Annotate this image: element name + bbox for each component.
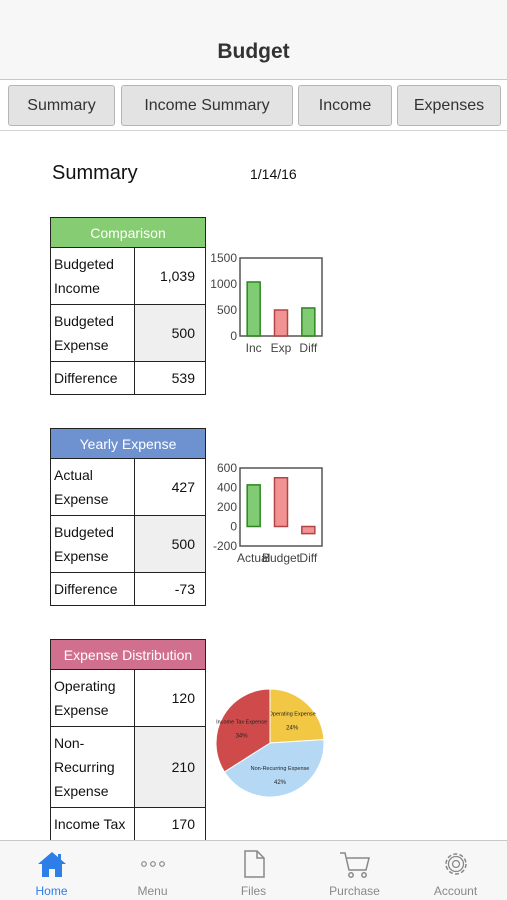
row-label: Budgeted Expense bbox=[51, 305, 135, 361]
comparison-bar-chart: 0 500 1000 1500 Inc Exp Diff bbox=[210, 251, 323, 355]
row-label: Difference bbox=[51, 573, 135, 605]
y-tick-label: 1500 bbox=[210, 251, 237, 265]
bar-diff bbox=[301, 307, 316, 337]
x-tick-label: Exp bbox=[271, 341, 292, 355]
tabbar-label: Account bbox=[433, 884, 478, 898]
row-label: Budgeted Income bbox=[51, 248, 135, 304]
y-tick-label: 1000 bbox=[210, 277, 237, 291]
row-label: Difference bbox=[51, 362, 135, 394]
yearly-expense-header: Yearly Expense bbox=[51, 429, 205, 459]
tabbar-item-purchase[interactable]: Purchase bbox=[304, 841, 405, 900]
expense-distribution-table: Expense Distribution Operating Expense 1… bbox=[50, 639, 206, 840]
row-value: 210 bbox=[135, 727, 205, 807]
summary-heading: Summary bbox=[52, 162, 138, 184]
y-tick-label: 500 bbox=[217, 303, 237, 317]
y-tick-label: 600 bbox=[217, 461, 237, 475]
bar-budget bbox=[273, 477, 289, 528]
row-value: 500 bbox=[135, 516, 205, 572]
row-label: Income Tax bbox=[51, 808, 135, 840]
x-tick-label: Inc bbox=[246, 341, 262, 355]
tab-income[interactable]: Income bbox=[298, 85, 392, 126]
table-row: Non-Recurring Expense 210 bbox=[51, 727, 205, 808]
comparison-table: Comparison Budgeted Income 1,039 Budgete… bbox=[50, 217, 206, 395]
table-row: Difference 539 bbox=[51, 362, 205, 394]
x-tick-label: Diff bbox=[299, 551, 317, 565]
summary-date: 1/14/16 bbox=[250, 166, 297, 182]
row-value: 500 bbox=[135, 305, 205, 361]
row-label: Actual Expense bbox=[51, 459, 135, 515]
table-row: Operating Expense 120 bbox=[51, 670, 205, 727]
row-label: Operating Expense bbox=[51, 670, 135, 726]
expense-distribution-header: Expense Distribution bbox=[51, 640, 205, 670]
page-title: Budget bbox=[217, 40, 290, 63]
tabbar-item-menu[interactable]: Menu bbox=[102, 841, 203, 900]
file-icon bbox=[238, 847, 270, 881]
table-row: Difference -73 bbox=[51, 573, 205, 605]
row-label: Non-Recurring Expense bbox=[51, 727, 135, 807]
tab-income-summary[interactable]: Income Summary bbox=[121, 85, 293, 126]
slice-percent-label: 42% bbox=[274, 780, 287, 786]
row-label: Budgeted Expense bbox=[51, 516, 135, 572]
yearly-expense-table: Yearly Expense Actual Expense 427 Budget… bbox=[50, 428, 206, 606]
y-tick-label: 0 bbox=[230, 329, 237, 343]
row-value: 120 bbox=[171, 690, 195, 706]
comparison-header: Comparison bbox=[51, 218, 205, 248]
pie-slice bbox=[215, 688, 271, 773]
row-value: -73 bbox=[174, 581, 195, 597]
y-tick-label: -200 bbox=[213, 539, 237, 553]
row-value: 1,039 bbox=[159, 268, 195, 284]
bar-inc bbox=[246, 281, 261, 337]
slice-name-label: Income Tax Expense bbox=[216, 719, 267, 725]
tabbar-label: Files bbox=[240, 884, 267, 898]
table-row: Actual Expense 427 bbox=[51, 459, 205, 516]
row-value: 170 bbox=[171, 816, 195, 832]
gear-icon bbox=[440, 847, 472, 881]
tab-summary[interactable]: Summary bbox=[8, 85, 115, 126]
tabbar-label: Home bbox=[35, 884, 68, 898]
slice-percent-label: 34% bbox=[236, 733, 249, 739]
tab-expenses[interactable]: Expenses bbox=[397, 85, 501, 126]
tabbar-label: Purchase bbox=[329, 884, 380, 898]
cart-icon bbox=[338, 847, 372, 881]
x-tick-label: Actual bbox=[237, 551, 270, 565]
bar-exp bbox=[273, 309, 289, 337]
pie-slice bbox=[269, 688, 325, 744]
slice-percent-label: 24% bbox=[286, 725, 299, 731]
table-row: Budgeted Expense 500 bbox=[51, 516, 205, 573]
y-tick-label: 200 bbox=[217, 500, 237, 514]
tabbar-item-files[interactable]: Files bbox=[203, 841, 304, 900]
tabbar-item-account[interactable]: Account bbox=[405, 841, 506, 900]
bar-diff bbox=[301, 525, 316, 535]
x-tick-label: Budget bbox=[262, 551, 301, 565]
pie-slice bbox=[223, 739, 325, 798]
summary-content[interactable]: Summary 1/14/16 Comparison Budgeted Inco… bbox=[0, 132, 507, 840]
home-icon bbox=[36, 847, 68, 881]
bottom-tab-bar: Home Menu Files Purchase bbox=[0, 840, 507, 900]
menu-dots-icon bbox=[137, 847, 169, 881]
expense-distribution-pie-chart: 24% Operating Expense 42% Non-Recurring Exp… bbox=[215, 688, 325, 798]
table-row: Income Tax 170 bbox=[51, 808, 205, 840]
navigation-bar: Budget bbox=[0, 0, 507, 80]
slice-name-label: Non-Recurring Expense bbox=[251, 766, 310, 772]
x-tick-label: Diff bbox=[299, 341, 317, 355]
slice-name-label: Operating Expense bbox=[269, 711, 316, 717]
bar-actual bbox=[246, 484, 261, 528]
y-tick-label: 400 bbox=[217, 481, 237, 495]
y-tick-label: 0 bbox=[230, 520, 237, 534]
section-tabs: Summary Income Summary Income Expenses bbox=[0, 81, 507, 131]
row-value: 539 bbox=[171, 370, 195, 386]
row-value: 427 bbox=[171, 479, 195, 495]
tabbar-label: Menu bbox=[137, 884, 168, 898]
tabbar-item-home[interactable]: Home bbox=[1, 841, 102, 900]
table-row: Budgeted Expense 500 bbox=[51, 305, 205, 362]
table-row: Budgeted Income 1,039 bbox=[51, 248, 205, 305]
